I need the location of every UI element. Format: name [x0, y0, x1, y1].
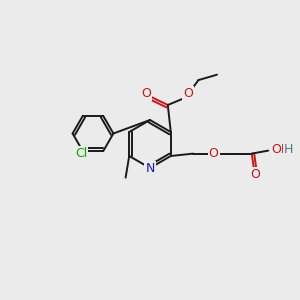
Text: O: O — [209, 146, 219, 160]
Text: N: N — [145, 161, 155, 175]
Text: OH: OH — [271, 142, 290, 156]
Text: Cl: Cl — [75, 147, 87, 160]
Text: O: O — [141, 87, 151, 100]
Text: O: O — [250, 168, 260, 181]
Text: O: O — [183, 87, 193, 101]
Text: H: H — [284, 143, 293, 156]
